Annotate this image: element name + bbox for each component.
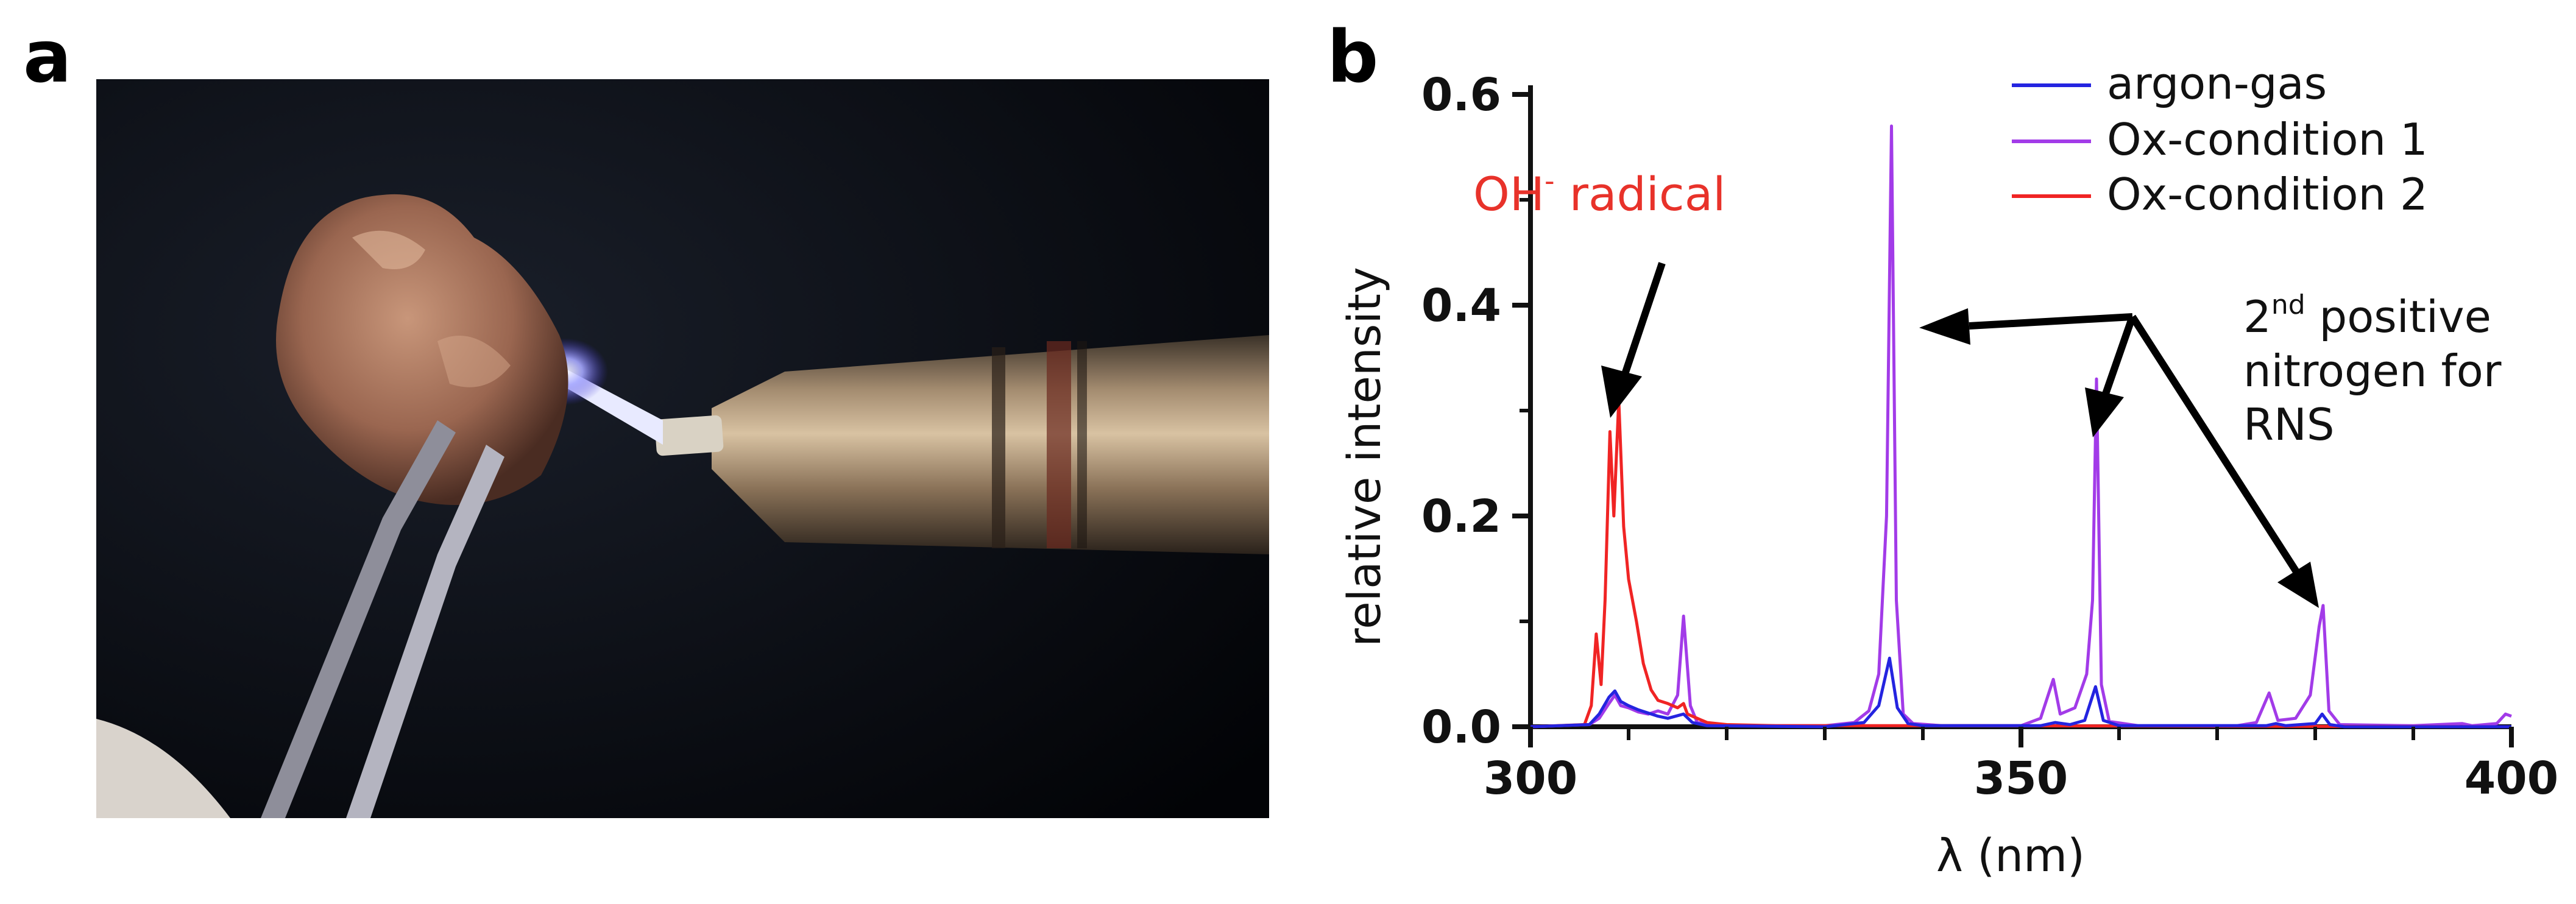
tissue-sample [276, 194, 568, 505]
nitrogen-annotation-line2: nitrogen for [2243, 345, 2502, 397]
legend-label-argon-gas: argon-gas [2107, 58, 2327, 109]
legend: argon-gas Ox-condition 1 Ox-condition 2 [2012, 58, 2428, 220]
nitrogen-annotation-line3: RNS [2243, 399, 2335, 450]
x-tick-label: 400 [2465, 752, 2558, 805]
arrow-head-337 [1919, 308, 1970, 345]
y-tick-label: 0.0 [1421, 701, 1501, 754]
y-tick-label: 0.4 [1421, 280, 1501, 332]
plasma-pen-body [712, 335, 1269, 554]
y-tick-label: 0.2 [1421, 490, 1501, 543]
arrow-head-357 [2085, 387, 2124, 437]
panel-a-label: a [23, 15, 72, 99]
oh-radical-annotation: OH- radical [1473, 164, 1725, 221]
oh-arrow-head [1601, 365, 1642, 418]
y-axis-title: relative intensity [1339, 267, 1391, 646]
arrow-to-337-peak [1969, 313, 2133, 330]
legend-label-ox-condition-2: Ox-condition 2 [2107, 169, 2428, 220]
oh-arrow [1620, 262, 1666, 379]
forceps [261, 420, 456, 818]
x-tick-label: 300 [1484, 752, 1577, 805]
annotation-arrows [1601, 262, 2319, 608]
legend-label-ox-condition-1: Ox-condition 1 [2107, 114, 2428, 165]
series-line-argon-gas [1530, 657, 2511, 729]
nitrogen-annotation: 2nd positive [2243, 289, 2491, 342]
x-axis-title: λ (nm) [1936, 830, 2085, 882]
arrow-to-380-peak [2129, 314, 2301, 575]
arrow-to-357-peak [2100, 316, 2136, 400]
panel-b-label: b [1327, 15, 1379, 99]
plasma-jet-photo [96, 79, 1269, 818]
y-tick-label: 0.6 [1421, 69, 1501, 121]
x-tick-label: 350 [1974, 752, 2068, 805]
arrow-head-380 [2277, 562, 2319, 608]
